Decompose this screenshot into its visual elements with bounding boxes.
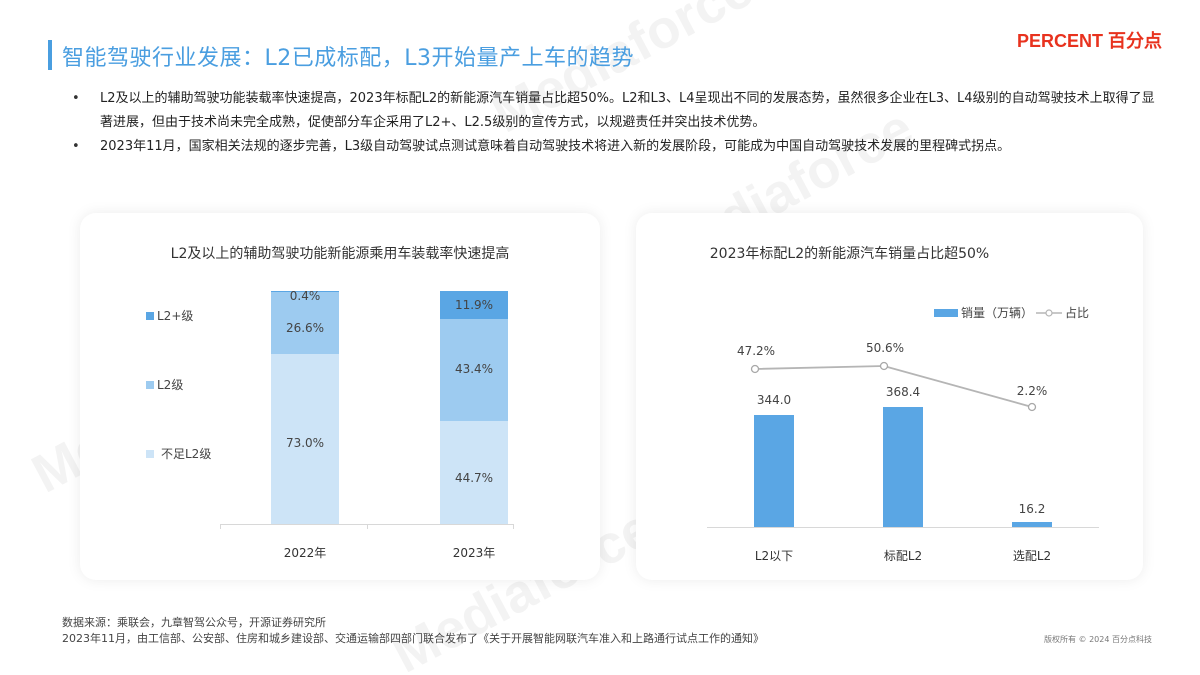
footer-notes: 数据来源：乘联会，九章智驾公众号，开源证券研究所 2023年11月，由工信部、公… bbox=[62, 615, 764, 647]
data-source: 数据来源：乘联会，九章智驾公众号，开源证券研究所 bbox=[62, 616, 326, 629]
brand-logo: PERCENT 百分点 bbox=[1016, 31, 1162, 51]
page-title: 智能驾驶行业发展：L2已成标配，L3开始量产上车的趋势 bbox=[62, 46, 635, 71]
sales-label: 344.0 bbox=[756, 393, 792, 407]
x-axis-label: L2以下 bbox=[754, 549, 794, 563]
legend-swatch bbox=[146, 311, 154, 320]
sales-label: 16.2 bbox=[1018, 502, 1046, 516]
segment-label: 11.9% bbox=[454, 298, 494, 312]
share-line-series bbox=[750, 361, 1037, 412]
segment-below-l2: 73.0% bbox=[271, 354, 339, 524]
share-label: 47.2% bbox=[736, 344, 776, 358]
copyright: 版权所有 © 2024 百分点科技 bbox=[1044, 635, 1152, 644]
legend-swatch bbox=[146, 380, 154, 389]
sales-label: 368.4 bbox=[885, 385, 921, 399]
legend-item-share: 占比 bbox=[1036, 304, 1089, 321]
stacked-bar-2023: 11.9% 43.4% 44.7% bbox=[440, 291, 508, 524]
segment-label: 26.6% bbox=[285, 321, 325, 335]
segment-below-l2: 44.7% bbox=[440, 421, 508, 524]
legend-swatch bbox=[934, 308, 958, 317]
stacked-bar-chart-card: L2及以上的辅助驾驶功能新能源乘用车装载率快速提高 L2+级 L2级 不足L2级… bbox=[80, 213, 600, 580]
segment-l2plus bbox=[271, 291, 339, 292]
segment-label: 73.0% bbox=[285, 436, 325, 450]
sales-bar bbox=[754, 415, 794, 527]
stacked-bar-2022: 0.4% 26.6% 73.0% bbox=[271, 289, 339, 524]
legend-item-sales: 销量（万辆） bbox=[934, 304, 1033, 321]
segment-label: 44.7% bbox=[454, 471, 494, 485]
x-axis-tick bbox=[220, 524, 221, 529]
sales-bar bbox=[883, 407, 923, 527]
footer-note: 2023年11月，由工信部、公安部、住房和城乡建设部、交通运输部四部门联合发布了… bbox=[62, 632, 764, 645]
share-label: 2.2% bbox=[1016, 384, 1048, 398]
bullet-item: L2及以上的辅助驾驶功能装载率快速提高，2023年标配L2的新能源汽车销量占比超… bbox=[72, 87, 1162, 135]
segment-l2: 0.4% 26.6% bbox=[271, 289, 339, 354]
x-axis-label: 2023年 bbox=[452, 546, 496, 560]
x-axis-tick bbox=[367, 524, 368, 529]
legend-label: 不足L2级 bbox=[161, 447, 212, 461]
x-axis bbox=[707, 527, 1099, 528]
line-marker-icon bbox=[1036, 308, 1062, 317]
segment-label: 43.4% bbox=[454, 362, 494, 376]
share-label: 50.6% bbox=[865, 341, 905, 355]
x-axis-label: 2022年 bbox=[283, 546, 327, 560]
x-axis-tick bbox=[513, 524, 514, 529]
legend-label: L2+级 bbox=[157, 309, 194, 323]
legend-label: 销量（万辆） bbox=[961, 306, 1034, 320]
segment-l2plus: 11.9% bbox=[440, 291, 508, 319]
sales-bar bbox=[1012, 522, 1052, 527]
segment-label: 0.4% bbox=[289, 289, 321, 303]
chart-title: L2及以上的辅助驾驶功能新能源乘用车装载率快速提高 bbox=[170, 246, 510, 262]
bullet-list: L2及以上的辅助驾驶功能装载率快速提高，2023年标配L2的新能源汽车销量占比超… bbox=[72, 87, 1162, 159]
legend-swatch bbox=[146, 449, 154, 458]
title-accent-bar bbox=[48, 40, 52, 70]
x-axis bbox=[220, 524, 513, 525]
segment-l2: 43.4% bbox=[440, 319, 508, 421]
x-axis-label: 标配L2 bbox=[883, 549, 923, 563]
legend-label: L2级 bbox=[157, 378, 184, 392]
x-axis-label: 选配L2 bbox=[1012, 549, 1052, 563]
chart-title: 2023年标配L2的新能源汽车销量占比超50% bbox=[709, 246, 990, 262]
legend-item-l2: L2级 bbox=[146, 376, 183, 393]
bullet-item: 2023年11月，国家相关法规的逐步完善，L3级自动驾驶试点测试意味着自动驾驶技… bbox=[72, 135, 1162, 159]
legend-label: 占比 bbox=[1065, 306, 1090, 320]
legend-item-below-l2: 不足L2级 bbox=[146, 445, 211, 462]
combo-chart-card: 2023年标配L2的新能源汽车销量占比超50% 销量（万辆） 占比 47.2% … bbox=[636, 213, 1143, 580]
legend-item-l2plus: L2+级 bbox=[146, 307, 193, 324]
